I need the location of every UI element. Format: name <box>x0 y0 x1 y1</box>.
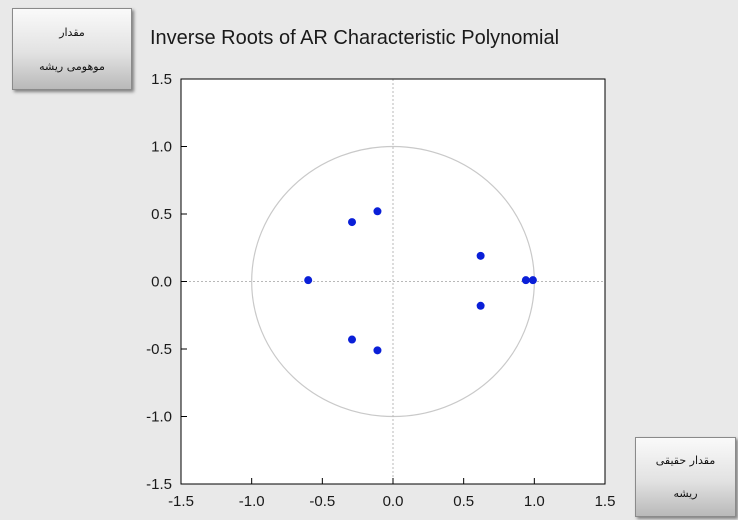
y-tick-label: 1.5 <box>151 71 172 88</box>
y-tick-label: 0.0 <box>151 274 172 291</box>
root-point <box>528 276 537 285</box>
plot-frame <box>180 78 606 485</box>
root-point <box>521 276 530 285</box>
root-point <box>348 335 357 344</box>
y-tick-label: -1.0 <box>146 409 172 426</box>
root-point <box>304 276 313 285</box>
root-point <box>476 301 485 310</box>
y-tick-label: -1.5 <box>146 476 172 493</box>
root-point <box>373 207 382 216</box>
real-axis-label: مقدار حقیقی ریشه <box>635 437 736 517</box>
x-tick-label: 1.0 <box>524 493 545 510</box>
x-tick-label: -1.0 <box>239 493 265 510</box>
root-point <box>348 218 357 227</box>
real-axis-label-line1: مقدار حقیقی <box>655 454 716 467</box>
x-tick-label: -1.5 <box>168 493 194 510</box>
chart-title: Inverse Roots of AR Characteristic Polyn… <box>150 27 559 49</box>
y-tick-label: 0.5 <box>151 206 172 223</box>
x-tick-label: 0.0 <box>383 493 404 510</box>
x-tick-label: 0.5 <box>453 493 474 510</box>
y-tick-label: 1.0 <box>151 139 172 156</box>
imaginary-axis-label-line2: موهومی ریشه <box>39 59 105 73</box>
x-tick-label: 1.5 <box>595 493 616 510</box>
y-tick-label: -0.5 <box>146 341 172 358</box>
root-point <box>373 346 382 355</box>
imaginary-axis-label-line1: مقدار <box>59 25 85 39</box>
x-tick-label: -0.5 <box>309 493 335 510</box>
root-point <box>476 251 485 260</box>
imaginary-axis-label: مقدار موهومی ریشه <box>12 8 132 90</box>
real-axis-label-line2: ریشه <box>673 487 698 500</box>
